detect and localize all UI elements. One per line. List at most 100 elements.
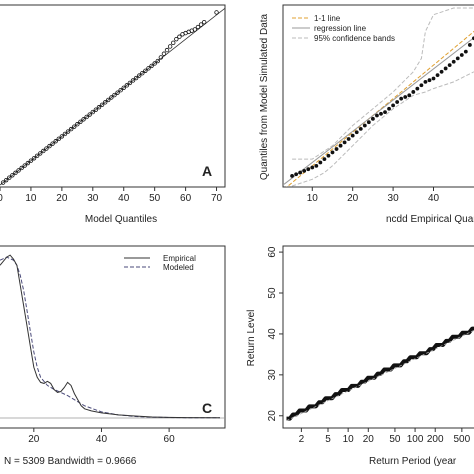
panel-a-point [84, 114, 89, 120]
panel-a-point [59, 134, 65, 139]
x-tick-label: 30 [87, 193, 99, 204]
panel-d-ticks: 2 5 10 20 50 100 200 500 20 30 40 50 60 [267, 246, 471, 445]
x-tick-label: 5 [325, 434, 331, 445]
panel-a-point [93, 107, 99, 112]
y-tick-label: 60 [267, 246, 278, 258]
x-tick-label: 10 [307, 193, 319, 204]
y-tick-label: 50 [267, 287, 278, 299]
panel-a-point [90, 109, 95, 115]
panel-a-point [87, 112, 92, 117]
panel-a-point [68, 126, 74, 132]
panel-d-x-axis-label: Return Period (year [369, 456, 457, 467]
panel-b-point [415, 86, 420, 91]
panel-a-point [177, 34, 182, 39]
panel-a-point [158, 55, 164, 60]
panel-b-point [439, 69, 444, 74]
panel-b-point [346, 137, 351, 141]
x-tick-label: 30 [388, 193, 400, 204]
panel-b-point [455, 56, 460, 61]
panel-b-point [383, 110, 387, 115]
panel-a-point [96, 105, 102, 110]
x-tick-label: 20 [56, 193, 68, 204]
legend-entry-confidence-bands: 95% confidence bands [314, 34, 395, 43]
panel-a-point [109, 95, 114, 100]
panel-a-point [112, 92, 117, 98]
y-tick-label: 20 [267, 410, 278, 422]
panel-b-point [358, 127, 363, 131]
panel-b-point [387, 106, 391, 111]
legend-entry-modeled: Modeled [163, 263, 194, 272]
panel-a-point [171, 40, 176, 46]
panel-b-point [447, 63, 452, 67]
panel-a-point [3, 177, 9, 183]
panel-a-point [174, 36, 179, 42]
panel-b-point [419, 83, 424, 88]
panel-b-point [427, 78, 432, 83]
panel-a-point [167, 44, 173, 49]
panel-b-point [370, 116, 375, 121]
panel-b-frame [282, 4, 474, 188]
x-tick-label: 2 [299, 434, 305, 445]
panel-a-point [102, 100, 108, 105]
panel-b-point [391, 103, 396, 108]
panel-b-point [451, 59, 456, 64]
panel-b-point [354, 130, 359, 135]
y-tick-label: 40 [267, 328, 278, 340]
panel-b-point [322, 157, 327, 162]
x-tick-label: 40 [96, 434, 108, 445]
x-tick-label: 60 [164, 434, 176, 445]
panel-a-point [78, 119, 83, 125]
panel-a-point [0, 180, 6, 185]
panel-a-marks [0, 7, 225, 186]
panel-d-y-axis-label: Return Level [246, 310, 257, 367]
panel-a-point [47, 143, 52, 149]
x-tick-label: 40 [118, 193, 130, 204]
panel-a-point [62, 131, 68, 137]
x-tick-label: 60 [180, 193, 192, 204]
panel-b-point [463, 49, 468, 54]
panel-b-point [467, 43, 472, 47]
panel-a-point [146, 66, 151, 71]
panel-a-point [161, 51, 167, 56]
panel-b-point [459, 53, 464, 57]
panel-c-x-ticks: 20 40 60 [28, 428, 175, 445]
panel-a-point [38, 151, 43, 156]
panel-a-point [25, 160, 31, 166]
panel-b-point [298, 170, 303, 175]
panel-c-letter: C [202, 400, 212, 416]
panel-a-point [44, 146, 49, 151]
panel-b-point [362, 123, 367, 128]
panel-a-point [50, 141, 55, 146]
panel-a-point [124, 83, 130, 88]
panel-d: 2 5 10 20 50 100 200 500 20 30 40 50 60 Return Perio… [246, 245, 474, 467]
x-tick-label: 20 [363, 434, 375, 445]
legend-entry-regression-line: regression line [314, 24, 367, 33]
panel-a-point [143, 68, 148, 73]
x-tick-label: 10 [25, 193, 37, 204]
panel-c-x-axis-label: N = 5309 Bandwidth = 0.9666 [4, 456, 137, 467]
panel-a-point [99, 102, 105, 107]
panel-a-point [72, 124, 77, 129]
x-tick-label: 500 [454, 434, 471, 445]
panel-b-95-confidence-bands-upper [292, 7, 474, 160]
panel-b-point [334, 147, 339, 151]
panel-a-x-axis-label: Model Quantiles [85, 214, 157, 225]
panel-a: 0 10 20 30 40 50 60 70 Model Quantiles A [0, 4, 226, 225]
panel-a-point [22, 163, 27, 168]
panel-d-frame [282, 245, 474, 429]
panel-c-marks [0, 254, 225, 419]
panel-a-point [140, 70, 145, 76]
panel-a-point [136, 73, 142, 78]
panel-b-point [423, 79, 428, 84]
panel-a-point [56, 136, 61, 142]
panel-a-point [152, 61, 157, 66]
panel-a-point [10, 173, 15, 178]
panel-b-point [318, 160, 323, 165]
panel-a-frame [0, 4, 226, 188]
x-tick-label: 20 [28, 434, 40, 445]
panel-b-point [403, 95, 408, 99]
panel-b-legend: 1-1 line regression line 95% confidence … [292, 14, 395, 43]
panel-a-point [81, 117, 86, 122]
legend-entry-1-1-line: 1-1 line [314, 14, 341, 23]
panel-b: 10 20 30 40 ncdd Empirical Quant Quantiles … [259, 4, 474, 225]
